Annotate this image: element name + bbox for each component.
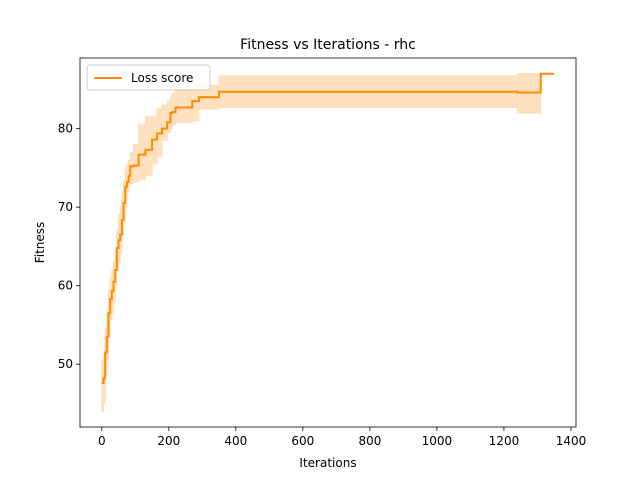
- y-tick-label: 70: [58, 200, 73, 214]
- plot-area: [101, 72, 555, 412]
- series-line-0: [101, 72, 555, 385]
- confidence-band-0: [101, 73, 555, 412]
- chart-title: Fitness vs Iterations - rhc: [240, 37, 416, 53]
- x-axis-label: Iterations: [299, 456, 356, 470]
- x-tick-label: 400: [224, 434, 247, 448]
- x-axis: 0 200 400 600 800 1000 1200 1400: [98, 427, 586, 448]
- y-tick-label: 80: [58, 122, 73, 136]
- legend-label: Loss score: [131, 71, 193, 85]
- y-tick-label: 60: [58, 279, 73, 293]
- x-tick-label: 1400: [556, 434, 587, 448]
- x-tick-label: 1000: [422, 434, 453, 448]
- x-tick-label: 600: [291, 434, 314, 448]
- legend: Loss score: [86, 64, 211, 91]
- plot-frame: [79, 57, 577, 428]
- y-axis-label: Fitness: [33, 222, 47, 264]
- x-tick-label: 800: [358, 434, 381, 448]
- x-tick-label: 200: [157, 434, 180, 448]
- legend-box: [86, 64, 211, 91]
- y-axis: 50 60 70 80: [58, 122, 80, 371]
- y-tick-label: 50: [58, 357, 73, 371]
- x-tick-label: 0: [98, 434, 106, 448]
- x-tick-label: 1200: [489, 434, 520, 448]
